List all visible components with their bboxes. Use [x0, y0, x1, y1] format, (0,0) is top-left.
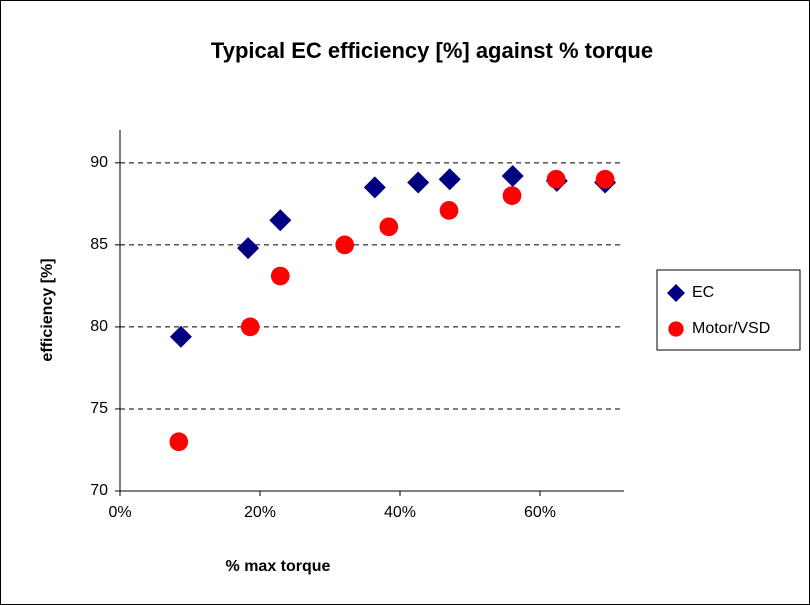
point: [546, 169, 566, 189]
y-axis-title: efficiency [%]: [39, 258, 56, 361]
x-axis-title: % max torque: [226, 558, 331, 575]
legend-marker: [668, 321, 684, 337]
legend-label: EC: [692, 284, 714, 301]
point: [439, 201, 459, 220]
y-tick-label: 90: [90, 154, 108, 171]
x-tick-label: 40%: [384, 504, 416, 521]
point: [501, 164, 524, 187]
point: [595, 169, 615, 189]
legend-label: Motor/VSD: [692, 320, 770, 337]
point: [269, 209, 292, 232]
legend-box: [656, 269, 801, 351]
point: [270, 266, 290, 286]
legend-marker: [667, 284, 685, 302]
point: [363, 176, 386, 199]
y-tick-label: 80: [90, 318, 108, 335]
point: [438, 168, 461, 191]
point: [169, 325, 192, 348]
point: [240, 317, 260, 337]
y-tick-label: 70: [90, 482, 108, 499]
point: [335, 235, 355, 255]
y-tick-label: 75: [90, 400, 108, 417]
y-tick-label: 85: [90, 236, 108, 253]
point: [379, 217, 399, 237]
chart-title: Typical EC efficiency [%] against % torq…: [211, 38, 653, 63]
point: [169, 432, 189, 452]
x-tick-label: 60%: [524, 504, 556, 521]
point: [237, 237, 260, 260]
x-tick-label: 20%: [244, 504, 276, 521]
point: [502, 186, 522, 205]
point: [407, 171, 430, 194]
x-tick-label: 0%: [108, 504, 131, 521]
